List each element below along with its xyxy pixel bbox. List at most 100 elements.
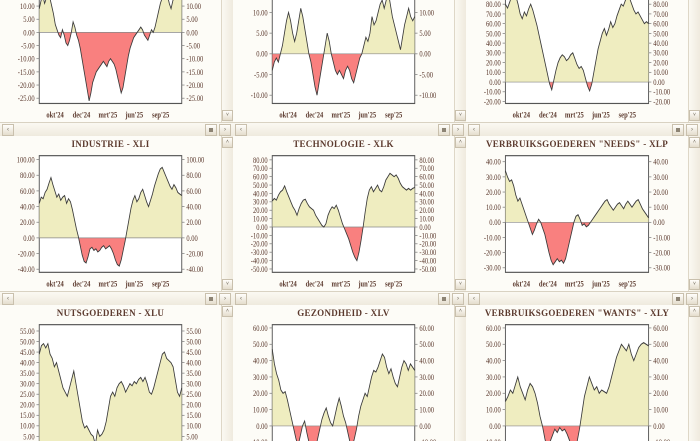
svg-text:40.00: 40.00: [186, 202, 201, 212]
chart-column: INDUSTRIE - XLI 100.00 100.00 80.00 80.00 60…: [0, 136, 221, 291]
vertical-scrollbar[interactable]: ˄ ˅: [688, 136, 700, 291]
svg-text:-5.00: -5.00: [21, 41, 35, 51]
plot-area: 15.0015.0010.0010.005.005.000.000.00-5.0…: [0, 0, 221, 122]
scroll-right-button[interactable]: ›: [452, 292, 464, 305]
svg-text:dec'24: dec'24: [306, 279, 324, 289]
chart-column: 15.0015.0010.0010.005.005.000.000.00-5.0…: [0, 0, 221, 122]
vertical-scrollbar[interactable]: ˄ ˅: [688, 305, 700, 441]
svg-text:0.00: 0.00: [653, 421, 665, 431]
scroll-left-button[interactable]: ‹: [2, 292, 14, 305]
svg-text:15.00: 15.00: [186, 410, 201, 420]
svg-text:80.00: 80.00: [653, 0, 668, 9]
svg-text:mrt'25: mrt'25: [98, 110, 117, 120]
scrollbar-right-controls: ›: [205, 123, 231, 136]
svg-text:100.00: 100.00: [186, 155, 204, 165]
svg-text:jun'25: jun'25: [591, 110, 610, 120]
scroll-left-button[interactable]: ‹: [235, 292, 247, 305]
scroll-up-button[interactable]: ˄: [689, 137, 700, 148]
scroll-left-button[interactable]: ‹: [235, 123, 247, 136]
svg-text:-10.00: -10.00: [419, 437, 436, 441]
svg-text:-30.00: -30.00: [419, 247, 436, 257]
stop-icon: [676, 296, 680, 301]
stop-icon: [209, 296, 213, 301]
scroll-down-button[interactable]: ˅: [689, 279, 700, 290]
scroll-left-button[interactable]: ‹: [468, 123, 480, 136]
svg-text:sep'25: sep'25: [619, 110, 637, 120]
scroll-stop-button[interactable]: [438, 123, 450, 136]
chart-title: GEZONDHEID - XLV: [297, 308, 390, 318]
horizontal-scrollbar[interactable]: ‹ ›: [233, 291, 466, 305]
svg-text:-10.00: -10.00: [251, 90, 268, 100]
scroll-up-button[interactable]: ˄: [222, 306, 233, 317]
panel-body: 15.0015.0010.0010.005.005.000.000.00-5.0…: [0, 0, 233, 122]
scroll-stop-button[interactable]: [672, 292, 684, 305]
scroll-right-button[interactable]: ›: [686, 292, 698, 305]
scroll-right-button[interactable]: ›: [219, 123, 231, 136]
horizontal-scrollbar[interactable]: ‹ ›: [466, 122, 700, 136]
scroll-left-button[interactable]: ‹: [468, 292, 480, 305]
scroll-left-button[interactable]: ‹: [2, 123, 14, 136]
svg-text:30.00: 30.00: [653, 172, 668, 182]
svg-text:40.00: 40.00: [486, 356, 501, 366]
scroll-up-button[interactable]: ˄: [222, 137, 233, 148]
vertical-scrollbar[interactable]: ˄ ˅: [454, 0, 466, 122]
scroll-down-button[interactable]: ˅: [222, 110, 233, 121]
horizontal-scrollbar[interactable]: ‹ ›: [0, 291, 233, 305]
svg-text:10.00: 10.00: [20, 1, 35, 11]
horizontal-scrollbar[interactable]: ‹ ›: [466, 291, 700, 305]
chart-panel: VERBRUIKSGOEDEREN "NEEDS" - XLP 40.00 40.…: [466, 136, 700, 305]
svg-text:20.00: 20.00: [653, 388, 668, 398]
svg-text:okt'24: okt'24: [513, 279, 531, 289]
svg-text:-20.00: -20.00: [484, 97, 501, 107]
svg-text:20.00: 20.00: [186, 400, 201, 410]
vertical-scrollbar[interactable]: ˄ ˅: [688, 0, 700, 122]
scroll-stop-button[interactable]: [672, 123, 684, 136]
vertical-scrollbar[interactable]: ˄ ˅: [454, 305, 466, 441]
svg-text:20.00: 20.00: [486, 187, 501, 197]
scroll-right-button[interactable]: ›: [686, 123, 698, 136]
svg-text:80.00: 80.00: [486, 0, 501, 9]
scroll-right-button[interactable]: ›: [219, 292, 231, 305]
svg-text:-10.00: -10.00: [484, 87, 501, 97]
scroll-stop-button[interactable]: [205, 123, 217, 136]
svg-text:80.00: 80.00: [253, 155, 268, 165]
vertical-scrollbar[interactable]: ˄ ˅: [221, 305, 233, 441]
scroll-up-button[interactable]: ˄: [455, 137, 466, 148]
svg-text:50.00: 50.00: [253, 339, 268, 349]
vertical-scrollbar[interactable]: ˄ ˅: [221, 136, 233, 291]
svg-text:0.00: 0.00: [419, 421, 431, 431]
vertical-scrollbar[interactable]: ˄ ˅: [221, 0, 233, 122]
svg-text:-20.00: -20.00: [419, 239, 436, 249]
svg-text:dec'24: dec'24: [73, 110, 91, 120]
svg-text:50.00: 50.00: [419, 339, 434, 349]
scroll-up-button[interactable]: ˄: [689, 306, 700, 317]
scroll-stop-button[interactable]: [438, 292, 450, 305]
horizontal-scrollbar[interactable]: ‹ ›: [0, 122, 233, 136]
svg-text:30.00: 30.00: [486, 172, 501, 182]
svg-text:25.00: 25.00: [20, 389, 35, 399]
scroll-right-button[interactable]: ›: [452, 123, 464, 136]
scroll-down-button[interactable]: ˅: [455, 110, 466, 121]
svg-text:5.00: 5.00: [419, 28, 431, 38]
plot-area: 60.00 60.00 50.00 50.00 40.00 40.00 30.00 30.00…: [233, 320, 454, 441]
scroll-down-button[interactable]: ˅: [455, 279, 466, 290]
scroll-down-button[interactable]: ˅: [222, 279, 233, 290]
scroll-stop-button[interactable]: [205, 292, 217, 305]
scroll-up-button[interactable]: ˄: [455, 306, 466, 317]
svg-text:30.00: 30.00: [253, 197, 268, 207]
svg-text:0.00: 0.00: [256, 222, 268, 232]
scroll-down-button[interactable]: ˅: [689, 110, 700, 121]
svg-text:50.00: 50.00: [486, 339, 501, 349]
chart-cell: TECHNOLOGIE - XLK 80.00 80.00 70.00 70.00 60…: [233, 136, 466, 305]
svg-text:-10.00: -10.00: [18, 54, 35, 64]
chart-panel: 90.0090.0080.0080.0070.0070.0060.0060.00…: [466, 0, 700, 136]
svg-text:-30.00: -30.00: [484, 263, 501, 273]
svg-text:0.00: 0.00: [256, 49, 268, 59]
plot-area: 55.00 55.00 50.00 50.00 45.00 45.00 40.00 40.00…: [0, 320, 221, 441]
vertical-scrollbar[interactable]: ˄ ˅: [454, 136, 466, 291]
scrollbar-right-controls: ›: [438, 292, 464, 305]
chart-column: 15.0015.0010.0010.005.005.000.000.00-5.0…: [233, 0, 454, 122]
horizontal-scrollbar[interactable]: ‹ ›: [233, 122, 466, 136]
svg-text:70.00: 70.00: [486, 9, 501, 19]
svg-text:-10.00: -10.00: [251, 437, 268, 441]
